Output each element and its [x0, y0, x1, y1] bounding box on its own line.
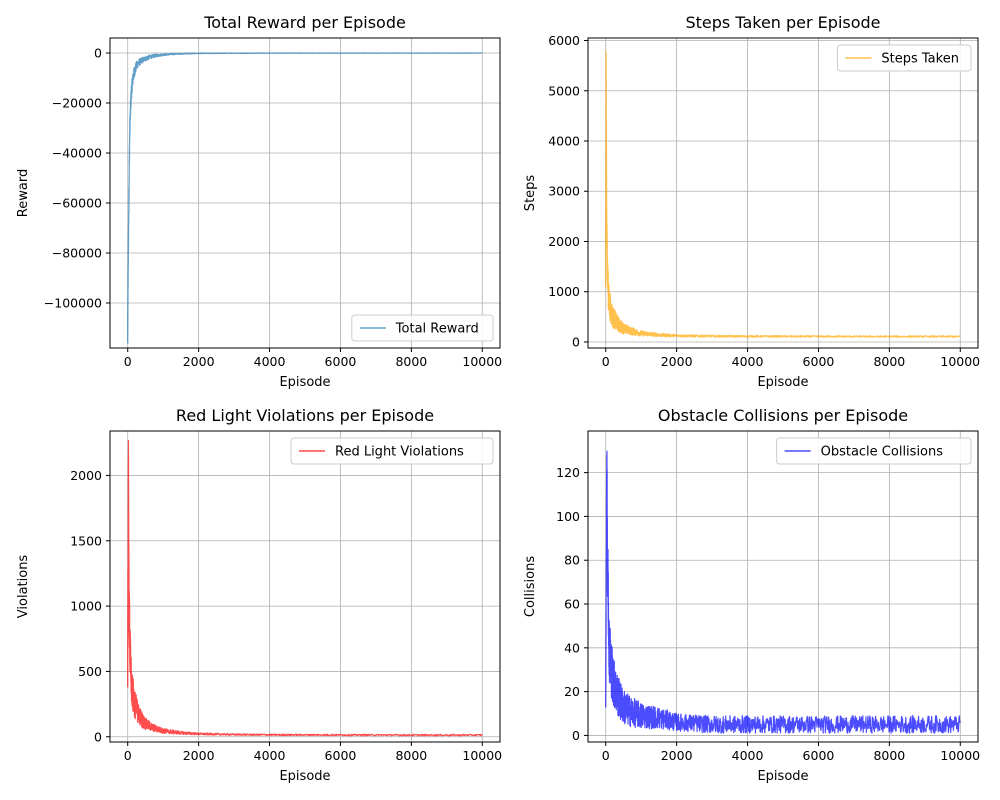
legend-box	[290, 437, 494, 465]
x-axis-label: Episode	[757, 769, 808, 784]
x-tick-label: 10000	[462, 748, 502, 763]
legend-label: Total Reward	[395, 322, 479, 337]
x-tick-label: 6000	[803, 354, 835, 369]
y-tick-label: 1000	[548, 284, 580, 299]
y-tick-label: 40	[564, 640, 580, 655]
x-tick-label: 0	[124, 354, 132, 369]
y-tick-label: 80	[564, 553, 580, 568]
y-axis-label: Violations	[16, 555, 31, 619]
y-tick-label: −100000	[44, 296, 102, 311]
x-tick-label: 10000	[940, 748, 980, 763]
chart-4: 0 2000 4000 6000 8000 10000 0 20 40 60 80 100 120 Obs…	[523, 406, 980, 784]
x-tick-label: 4000	[254, 748, 286, 763]
axes-frame	[109, 37, 501, 349]
x-tick-label: 4000	[732, 748, 764, 763]
axes-frame	[109, 430, 501, 743]
chart-title: Obstacle Collisions per Episode	[658, 406, 908, 425]
x-tick-label: 8000	[395, 354, 427, 369]
x-tick-label: 4000	[732, 354, 764, 369]
x-tick-label: 6000	[325, 748, 357, 763]
x-axis-label: Episode	[757, 375, 808, 390]
chart-title: Red Light Violations per Episode	[176, 406, 434, 425]
x-tick-label: 10000	[940, 354, 980, 369]
legend-label: Steps Taken	[881, 52, 959, 67]
legend-box	[836, 44, 972, 72]
y-tick-label: 0	[94, 46, 102, 61]
x-tick-label: 6000	[325, 354, 357, 369]
y-tick-label: 2000	[548, 234, 580, 249]
x-tick-label: 6000	[803, 748, 835, 763]
axes-frame	[587, 430, 979, 743]
series-line	[127, 439, 483, 737]
y-tick-label: 5000	[548, 83, 580, 98]
legend: Total Reward	[351, 314, 494, 342]
y-tick-label: 6000	[548, 33, 580, 48]
x-tick-label: 0	[602, 354, 610, 369]
y-tick-label: 3000	[548, 184, 580, 199]
y-tick-label: 0	[572, 334, 580, 349]
x-axis-label: Episode	[279, 769, 330, 784]
x-tick-label: 8000	[873, 354, 905, 369]
y-tick-label: 1000	[70, 599, 102, 614]
chart-2: 0 2000 4000 6000 8000 10000 0 1000 2000 3000 4000 5…	[523, 13, 980, 390]
legend: Obstacle Collisions	[776, 437, 972, 465]
chart-3: 0 2000 4000 6000 8000 10000 0 500 1000 1500 2000 Re…	[16, 406, 502, 784]
chart-title: Total Reward per Episode	[203, 13, 406, 32]
series-line	[127, 52, 483, 344]
x-tick-label: 0	[602, 748, 610, 763]
y-tick-label: −20000	[52, 96, 102, 111]
chart-1: 0 2000 4000 6000 8000 10000 0 −20000 −40000 −6000…	[16, 13, 502, 390]
y-tick-label: 1500	[70, 533, 102, 548]
y-axis-label: Reward	[16, 169, 31, 217]
series-line	[605, 450, 961, 734]
y-tick-label: 4000	[548, 133, 580, 148]
x-tick-label: 2000	[661, 748, 693, 763]
x-tick-label: 2000	[183, 354, 215, 369]
y-tick-label: −80000	[52, 246, 102, 261]
y-tick-label: 60	[564, 597, 580, 612]
x-tick-label: 2000	[183, 748, 215, 763]
legend-box	[351, 314, 494, 342]
axes-frame	[587, 37, 979, 349]
y-axis-label: Collisions	[523, 556, 538, 617]
y-tick-label: −60000	[52, 196, 102, 211]
y-tick-label: 100	[556, 509, 580, 524]
y-axis-label: Steps	[523, 175, 538, 212]
y-tick-label: 20	[564, 684, 580, 699]
legend: Red Light Violations	[290, 437, 494, 465]
legend-box	[776, 437, 972, 465]
x-tick-label: 8000	[873, 748, 905, 763]
y-tick-label: −40000	[52, 146, 102, 161]
y-tick-label: 120	[556, 465, 580, 480]
y-tick-label: 500	[78, 664, 102, 679]
y-tick-label: 0	[94, 729, 102, 744]
legend-label: Red Light Violations	[335, 445, 464, 460]
legend-label: Obstacle Collisions	[821, 445, 944, 460]
x-tick-label: 8000	[395, 748, 427, 763]
x-tick-label: 0	[124, 748, 132, 763]
x-tick-label: 10000	[462, 354, 502, 369]
legend: Steps Taken	[836, 44, 972, 72]
x-tick-label: 2000	[661, 354, 693, 369]
y-tick-label: 0	[572, 728, 580, 743]
y-tick-label: 2000	[70, 468, 102, 483]
chart-title: Steps Taken per Episode	[685, 13, 880, 32]
x-tick-label: 4000	[254, 354, 286, 369]
x-axis-label: Episode	[279, 375, 330, 390]
series-line	[605, 50, 961, 338]
